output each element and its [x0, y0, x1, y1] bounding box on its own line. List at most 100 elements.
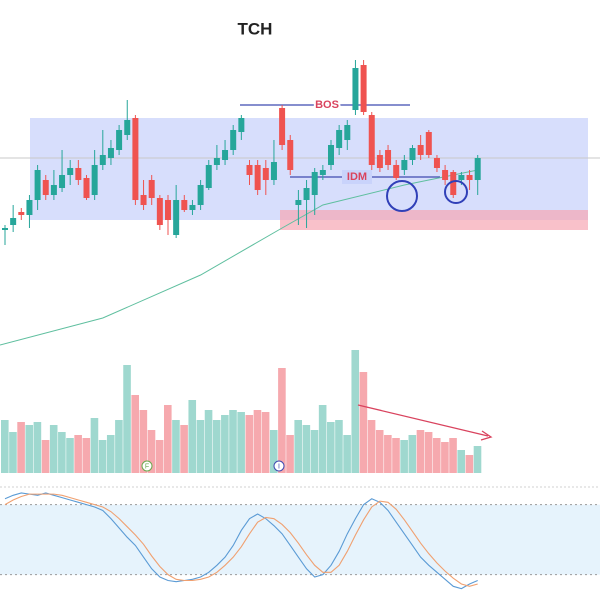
volume-panel	[1, 350, 482, 473]
candle-body	[450, 172, 457, 195]
candle-body	[442, 170, 449, 180]
volume-bar	[245, 415, 254, 473]
candle-body	[213, 158, 220, 165]
volume-bar	[115, 420, 123, 473]
volume-bar	[465, 455, 474, 473]
candle-body	[311, 172, 318, 195]
volume-bar	[359, 372, 368, 473]
volume-bar	[204, 410, 213, 473]
volume-bar	[147, 430, 156, 473]
volume-bar	[180, 425, 188, 473]
volume-bar	[449, 438, 457, 473]
candle-body	[409, 148, 416, 160]
candle-body	[433, 158, 440, 168]
candle-body	[425, 132, 432, 155]
volume-bar	[17, 422, 25, 473]
event-label: F	[145, 463, 149, 470]
candle-body	[222, 150, 229, 160]
candle-body	[18, 212, 25, 215]
volume-bar	[58, 432, 66, 473]
candle-body	[376, 155, 383, 168]
highlight-circle	[386, 180, 418, 212]
candle-body	[148, 180, 155, 198]
volume-bar	[441, 442, 449, 473]
price-panel	[0, 60, 481, 346]
stoch-panel	[0, 492, 600, 590]
volume-bar	[90, 418, 99, 473]
candle-body	[10, 218, 17, 225]
candle-body	[116, 130, 123, 150]
candle-body	[2, 228, 8, 230]
volume-bar	[457, 450, 465, 473]
event-label: I	[278, 463, 280, 470]
candle-body	[417, 145, 424, 155]
candle-body	[156, 198, 163, 225]
volume-bar	[400, 440, 408, 473]
candle-body	[230, 130, 237, 150]
demand-zone	[280, 210, 588, 230]
candle-body	[42, 180, 49, 195]
volume-bar	[1, 420, 9, 473]
volume-bar	[261, 412, 270, 473]
candle-body	[140, 195, 147, 205]
volume-bar	[82, 438, 91, 473]
volume-bar	[172, 420, 180, 473]
volume-bar	[335, 420, 343, 473]
bos-label: BOS	[315, 99, 339, 111]
candle-body	[91, 165, 98, 195]
volume-bar	[416, 430, 425, 473]
volume-bar	[384, 435, 392, 473]
volume-bar	[33, 422, 42, 473]
candle-body	[124, 120, 131, 135]
candle-body	[303, 188, 310, 200]
range-zone	[30, 118, 588, 220]
idm-bg	[342, 170, 372, 184]
candle-body	[466, 175, 473, 180]
volume-bar	[473, 446, 482, 473]
volume-bar	[66, 438, 74, 473]
candle-body	[238, 118, 245, 132]
volume-bar	[278, 368, 286, 473]
candle-body	[401, 160, 408, 170]
chart-title: TCH	[238, 19, 273, 38]
candle-body	[165, 200, 171, 220]
candle-body	[205, 165, 212, 188]
candle-body	[279, 108, 286, 145]
candle-body	[246, 165, 253, 175]
volume-bar	[74, 435, 82, 473]
candle-body	[474, 158, 481, 180]
moving-average	[0, 169, 478, 346]
candle-body	[352, 68, 359, 110]
volume-bar	[408, 435, 417, 473]
candle-body	[34, 170, 41, 200]
volume-bar	[432, 438, 441, 473]
candle-body	[270, 162, 277, 180]
volume-bar	[424, 432, 433, 473]
candle-body	[75, 168, 82, 180]
volume-bar	[375, 430, 384, 473]
volume-bar	[212, 420, 221, 473]
volume-bar	[49, 425, 58, 473]
volume-bar	[139, 410, 148, 473]
volume-bar	[9, 432, 17, 473]
candle-body	[67, 168, 74, 175]
volume-bar	[253, 410, 262, 473]
trend-arrow	[357, 404, 489, 437]
volume-bar	[229, 410, 237, 473]
volume-bar	[98, 440, 107, 473]
idm-label: IDM	[347, 171, 367, 183]
volume-bar	[41, 440, 50, 473]
volume-bar	[188, 400, 197, 473]
stoch-band	[0, 504, 600, 575]
volume-bar	[294, 420, 302, 473]
candle-body	[189, 205, 196, 210]
volume-bar	[196, 420, 205, 473]
candle-body	[328, 145, 334, 165]
event-marker	[273, 460, 285, 472]
candle-body	[319, 170, 326, 175]
candle-body	[59, 175, 66, 188]
stoch-line	[4, 492, 478, 590]
candle-body	[458, 175, 465, 180]
candle-body	[107, 148, 114, 158]
